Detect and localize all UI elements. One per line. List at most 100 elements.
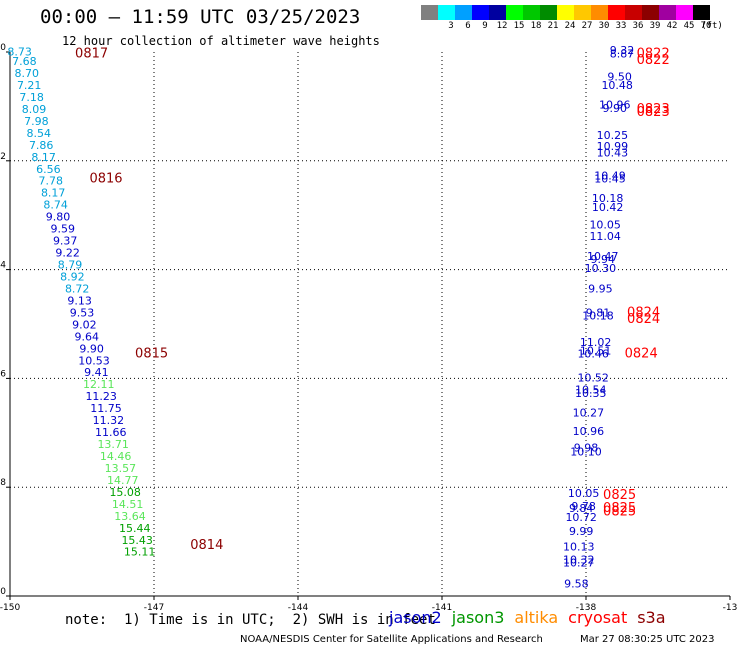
wave-height-label: 8.79 [58, 259, 83, 272]
wave-height-label: 10.27 [563, 557, 595, 570]
wave-height-label: 9.59 [51, 223, 76, 236]
wave-height-label: 14.77 [107, 474, 139, 487]
satellite-legend: jason2 jason3 altika cryosat s3a [389, 608, 676, 627]
wave-height-label: 9.81 [586, 306, 611, 319]
wave-height-label: 10.35 [575, 387, 607, 400]
legend-label: 24 [564, 21, 576, 31]
legend-swatch [676, 5, 693, 20]
legend-label: 33 [615, 21, 627, 31]
wave-height-label: 9.78 [571, 500, 596, 513]
wave-height-label: 8.54 [27, 127, 52, 140]
wave-height-label: 7.78 [39, 175, 64, 188]
legend-label: 6 [465, 21, 471, 31]
wave-height-label: 11.75 [90, 402, 122, 415]
x-tick-label: -138 [576, 603, 597, 613]
wave-height-label: 9.32 [610, 44, 635, 57]
time-label: 0822 [637, 46, 670, 61]
wave-height-label: 10.45 [594, 173, 626, 186]
wave-height-label: 10.72 [565, 511, 597, 524]
wave-height-label: 9.22 [55, 247, 80, 260]
wave-height-label: 9.84 [569, 502, 594, 515]
legend-swatch [659, 5, 676, 20]
time-label: 0817 [75, 46, 108, 61]
wave-height-label: 15.43 [121, 534, 153, 547]
time-label: 0815 [135, 347, 168, 362]
wave-height-label: 8.72 [65, 282, 90, 295]
y-tick-label: -34 [0, 261, 6, 271]
time-label: 0823 [637, 105, 670, 120]
time-label: 0825 [603, 488, 636, 503]
wave-height-label: 9.50 [607, 70, 632, 83]
x-tick-label: -13 [723, 603, 738, 613]
wave-height-label: 10.10 [570, 446, 602, 459]
wave-height-label: 8.17 [31, 151, 56, 164]
axis-ticks: -150 -147 -144 -141 -138 -13 -30 -32 -34 -36 -38 -4… [0, 43, 737, 613]
legend-label: 45 [683, 21, 695, 31]
wave-height-label: 11.23 [85, 390, 117, 403]
wave-height-label: 8.73 [7, 45, 32, 58]
y-tick-label: -30 [0, 43, 6, 53]
chart-title: 00:00 – 11:59 UTC 03/25/2023 [40, 6, 361, 28]
wave-height-label: 10.96 [573, 425, 605, 438]
legend-label: 9 [482, 21, 488, 31]
legend-swatch [557, 5, 574, 20]
wave-height-label: 8.92 [60, 270, 85, 283]
legend-swatch [523, 5, 540, 20]
wave-height-label: 8.09 [22, 103, 47, 116]
wave-height-label: 9.90 [603, 102, 628, 115]
wave-height-label: 11.32 [93, 414, 125, 427]
legend-swatch [591, 5, 608, 20]
plot-frame [9, 52, 730, 597]
legend-label: 3 [448, 21, 454, 31]
time-label: 0823 [637, 102, 670, 117]
wave-height-label: 9.80 [46, 211, 71, 224]
legend-label: 21 [547, 21, 559, 31]
wave-height-label: 10.49 [594, 169, 626, 182]
wave-height-label: 9.95 [588, 282, 613, 295]
wave-height-marks: 8.737.688.707.217.188.097.988.547.868.17… [7, 44, 669, 590]
legend-swatch [642, 5, 659, 20]
satellite-name: altika [514, 608, 559, 627]
legend-swatch [608, 5, 625, 20]
legend-swatch [438, 5, 455, 20]
wave-height-label: 7.21 [17, 79, 42, 92]
wave-height-label: 10.43 [597, 146, 629, 159]
y-tick-label: -32 [0, 152, 6, 162]
wave-height-label: 7.68 [12, 55, 37, 68]
footer-timestamp: Mar 27 08:30:25 UTC 2023 [580, 634, 715, 645]
legend-unit: (ft) [701, 21, 723, 31]
wave-height-label: 7.18 [19, 91, 44, 104]
legend-swatch [506, 5, 523, 20]
legend-label: 15 [513, 21, 525, 31]
wave-height-label: 10.18 [592, 192, 624, 205]
wave-height-label: 9.41 [84, 366, 109, 379]
wave-height-label: 14.46 [100, 450, 132, 463]
wave-height-label: 6.56 [36, 163, 61, 176]
wave-height-label: 10.96 [599, 99, 631, 112]
wave-height-label: 8.17 [41, 187, 66, 200]
grid-lines [10, 52, 730, 596]
wave-height-label: 15.44 [119, 522, 151, 535]
legend-labels: 3 6 9 12 15 18 21 24 27 30 33 36 39 42 45 70 (ft) [421, 20, 723, 34]
legend-swatch [455, 5, 472, 20]
x-tick-label: -141 [432, 603, 452, 613]
wave-height-label: 10.42 [592, 201, 624, 214]
y-tick-label: -36 [0, 369, 6, 379]
wave-height-label: 10.27 [573, 406, 605, 419]
legend-label: 12 [496, 21, 508, 31]
legend-swatch [421, 5, 438, 20]
wave-height-label: 10.46 [577, 348, 609, 361]
wave-height-label: 7.86 [29, 139, 54, 152]
wave-height-label: 9.58 [564, 577, 589, 590]
y-tick-label: -40 [0, 587, 6, 597]
wave-height-label: 9.90 [79, 342, 104, 355]
wave-height-label: 11.04 [589, 230, 621, 243]
wave-height-label: 11.02 [580, 336, 612, 349]
time-label: 0814 [190, 538, 223, 553]
satellite-name: cryosat [568, 608, 628, 627]
wave-height-label: 10.47 [587, 250, 619, 263]
wave-height-label: 10.51 [580, 344, 612, 357]
legend-swatches [421, 5, 710, 20]
satellite-name: jason2 [389, 608, 442, 627]
